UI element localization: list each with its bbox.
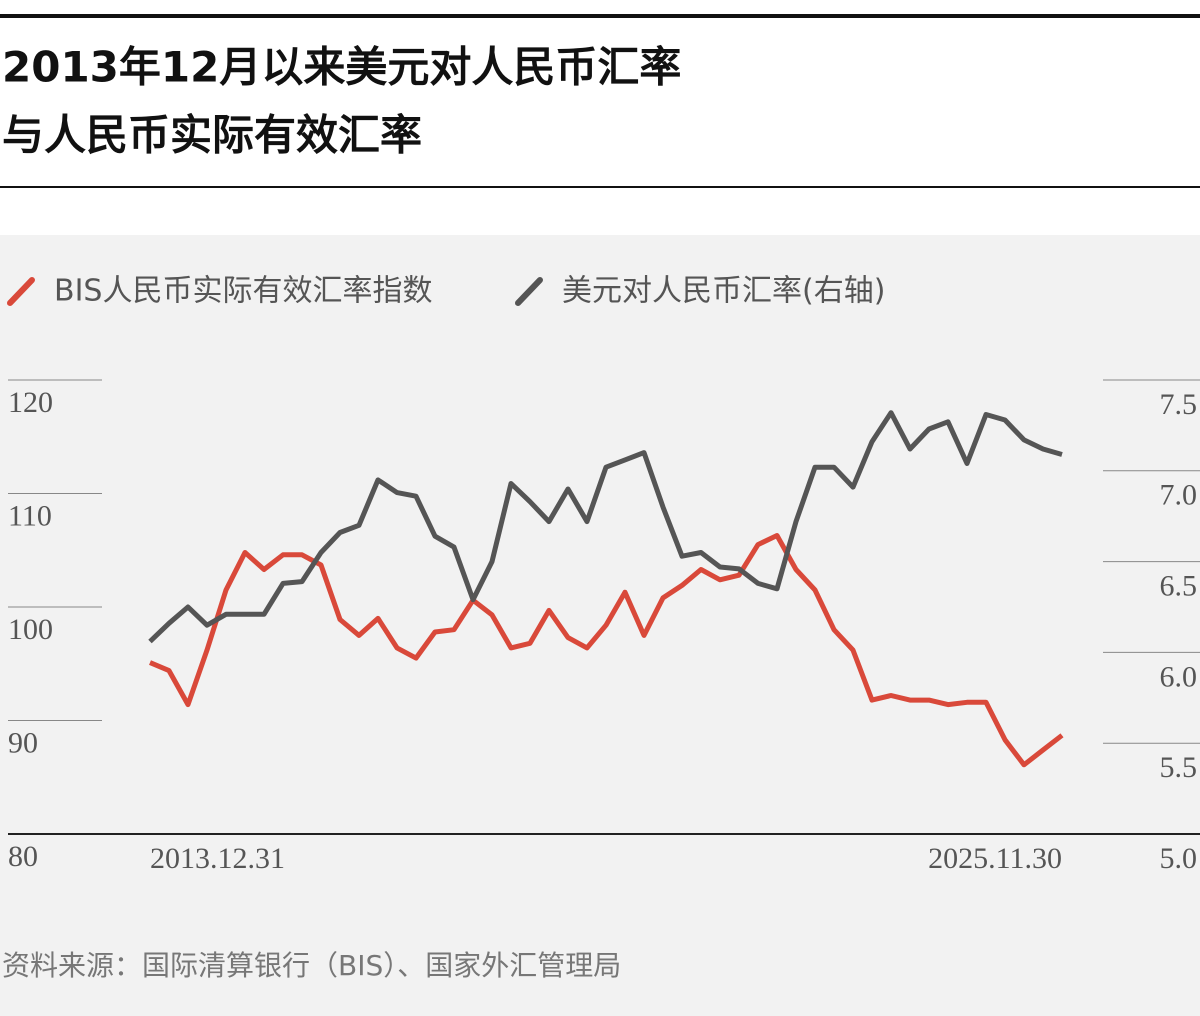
chart-title: 2013年12月以来美元对人民币汇率 — [2, 43, 681, 92]
y2-tick-label: 5.5 — [1160, 751, 1198, 784]
y-tick-label: 80 — [8, 840, 38, 873]
legend-swatch — [7, 277, 35, 306]
y-tick-label: 110 — [8, 499, 52, 532]
series-line — [148, 410, 1063, 644]
series-line — [149, 533, 1064, 768]
y-tick-label: 100 — [8, 613, 53, 646]
source: 资料来源：国际清算银行（BIS）、国家外汇管理局 — [2, 949, 621, 982]
legend-swatch — [515, 277, 543, 306]
y2-tick-label: 6.0 — [1160, 660, 1198, 693]
panel — [0, 235, 1200, 1016]
x-tick-label: 2013.12.31 — [150, 842, 285, 875]
y2-tick-label: 6.5 — [1160, 569, 1198, 602]
y-tick-label: 90 — [8, 726, 38, 759]
chart-title: 与人民币实际有效汇率 — [2, 111, 422, 160]
y2-tick-label: 7.0 — [1160, 479, 1198, 512]
x-tick-label: 2025.11.30 — [928, 842, 1062, 875]
legend-label: 美元对人民币汇率(右轴) — [562, 274, 885, 309]
y2-tick-label: 5.0 — [1160, 842, 1198, 875]
y-tick-label: 120 — [8, 386, 53, 419]
y2-tick-label: 7.5 — [1160, 388, 1198, 421]
legend-label: BIS人民币实际有效汇率指数 — [54, 274, 432, 309]
